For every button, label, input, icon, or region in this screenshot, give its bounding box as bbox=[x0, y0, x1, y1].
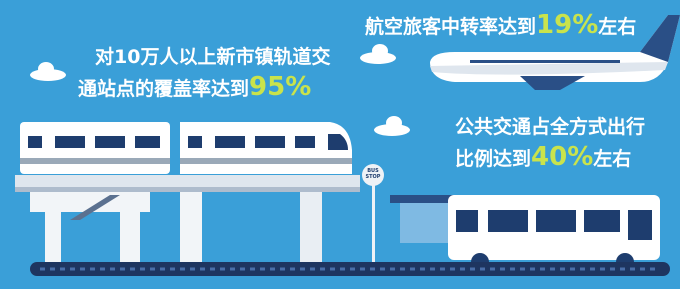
bus bbox=[448, 195, 660, 271]
bus-stop-line2: STOP bbox=[362, 174, 384, 180]
infographic: 对10万人以上新市镇轨道交 通站点的覆盖率达到95% 航空旅客中转率达到19%左… bbox=[0, 0, 680, 289]
rail-text-line1: 对10万人以上新市镇轨道交 bbox=[95, 44, 330, 70]
rail-figure: 95% bbox=[249, 72, 311, 102]
transit-text-line2: 比例达到40%左右 bbox=[455, 144, 631, 172]
elevated-track bbox=[15, 175, 360, 262]
transit-label: 比例达到 bbox=[455, 148, 531, 170]
air-text: 航空旅客中转率达到19%左右 bbox=[365, 12, 636, 40]
air-label: 航空旅客中转率达到 bbox=[365, 16, 536, 38]
transit-text-line1: 公共交通占全方式出行 bbox=[455, 114, 645, 140]
transit-suffix: 左右 bbox=[593, 148, 631, 170]
air-suffix: 左右 bbox=[598, 16, 636, 38]
air-figure: 19% bbox=[536, 10, 598, 40]
train bbox=[20, 122, 352, 174]
rail-text: 通站点的覆盖率达到 bbox=[78, 78, 249, 100]
transit-figure: 40% bbox=[531, 142, 593, 172]
rail-text-line2: 通站点的覆盖率达到95% bbox=[78, 74, 311, 102]
